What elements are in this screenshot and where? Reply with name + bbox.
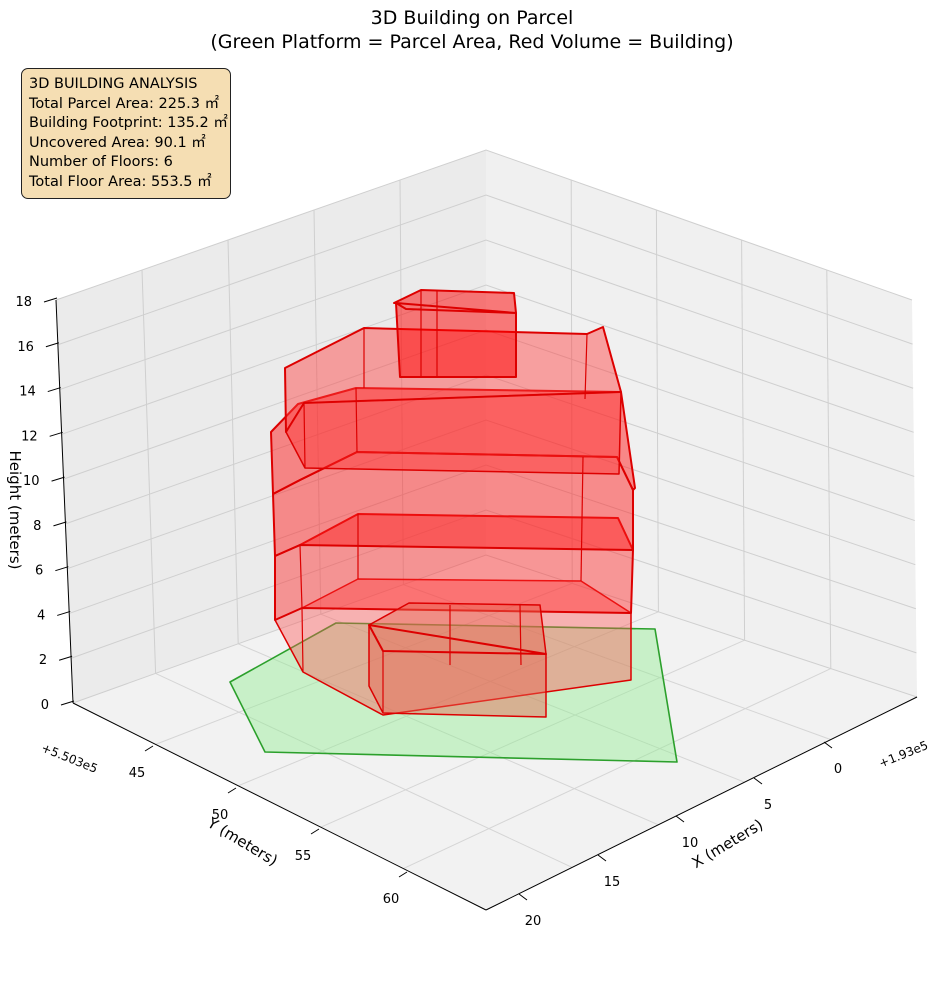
left-wall-pane [56, 150, 486, 703]
grid-line [70, 509, 917, 659]
grid-line [61, 284, 914, 435]
z-tick-label: 12 [21, 429, 38, 444]
x-tick-mark [675, 815, 685, 823]
z-tick-mark [49, 431, 63, 437]
floor-pane [73, 555, 917, 910]
z-tick-label: 16 [17, 340, 34, 355]
analysis-line: Number of Floors: 6 [29, 154, 173, 170]
tick-labels: 0 5 10 15 20 45 50 55 60 0 2 4 6 8 10 12 14 16 18 [15, 295, 842, 929]
z-tick-label: 8 [33, 519, 41, 534]
grid-line [655, 209, 659, 612]
z-tick-mark [45, 342, 60, 348]
y-tick-label: 50 [212, 808, 229, 823]
analysis-box: 3D BUILDING ANALYSIS Total Parcel Area: … [21, 68, 231, 199]
chart-subtitle: (Green Platform = Parcel Area, Red Volum… [210, 31, 734, 53]
z-axis-line [55, 299, 74, 704]
grid-line [403, 668, 832, 870]
x-tick-label: 15 [604, 875, 621, 890]
building-top-block [393, 289, 517, 378]
analysis-heading: 3D BUILDING ANALYSIS [29, 76, 198, 92]
z-tick-label: 2 [39, 653, 47, 668]
x-axis-line [485, 696, 918, 911]
x-tick-label: 0 [834, 762, 842, 777]
z-tick-label: 6 [35, 564, 43, 579]
x-tick-mark [753, 777, 763, 785]
building-edge [519, 604, 522, 666]
chart-title: 3D Building on Parcel (Green Platform = … [0, 6, 944, 54]
grid-line [570, 179, 573, 584]
grid-line [141, 269, 157, 674]
z-tick-label: 4 [37, 608, 45, 623]
x-tick-label: 10 [682, 836, 699, 851]
grid-line [320, 613, 745, 783]
z-tick-mark [58, 655, 73, 661]
z-tick-mark [53, 521, 67, 527]
grid-line [741, 239, 746, 641]
grid-line [57, 194, 913, 346]
grid-line [320, 639, 745, 828]
z-tick-mark [60, 700, 75, 706]
y-axis-line [72, 702, 487, 911]
x-tick-mark [518, 893, 528, 901]
grid-line [59, 239, 914, 391]
y-tick-label: 55 [295, 849, 312, 864]
grid-line [155, 672, 573, 868]
analysis-line: Uncovered Area: 90.1 ㎡ [29, 134, 206, 151]
y-tick-mark [227, 787, 237, 794]
x-axis-label: X (meters) [689, 815, 767, 871]
y-tick-mark [398, 871, 408, 878]
x-offset-label: +1.93e5 [877, 738, 930, 770]
building-edge [301, 607, 304, 673]
x-tick-label: 5 [764, 798, 772, 813]
parcel-platform [229, 622, 678, 763]
x-tick-label: 20 [525, 914, 542, 929]
analysis-line: Building Footprint: 135.2 ㎡ [29, 115, 228, 131]
building-volumes [229, 289, 678, 763]
grid-line [69, 464, 917, 614]
grid-line [227, 239, 239, 644]
z-tick-mark [55, 566, 69, 572]
building-edge [355, 387, 358, 453]
analysis-line: Total Floor Area: 553.5 ㎡ [29, 173, 212, 190]
building-edge [299, 544, 303, 609]
y-offset-label: +5.503e5 [39, 741, 99, 776]
y-tick-label: 45 [129, 766, 146, 781]
grid-line [399, 179, 404, 585]
building-edge [580, 456, 584, 582]
grid-line [826, 269, 832, 669]
y-axis-label: Y (meters) [203, 813, 280, 869]
z-tick-mark [57, 610, 71, 616]
building-front-edge [368, 624, 547, 655]
building-floor-4 [270, 387, 636, 495]
axis-panes [56, 150, 917, 910]
grid-line [55, 149, 913, 301]
building-edge [303, 402, 306, 469]
building-top-edge [395, 302, 517, 314]
z-tick-mark [47, 387, 61, 393]
axis-lines [55, 299, 918, 911]
z-tick-mark [51, 476, 65, 482]
z-tick-mark [43, 297, 58, 303]
y-tick-mark [144, 745, 154, 752]
z-tick-label: 0 [41, 698, 49, 713]
grid-line [238, 611, 659, 787]
grid-line [72, 554, 918, 704]
y-tick-label: 60 [383, 892, 400, 907]
x-tick-mark [597, 854, 607, 862]
analysis-line: Total Parcel Area: 225.3 ㎡ [29, 95, 220, 112]
building-floor-5-side [285, 391, 622, 475]
building-front-block [368, 602, 547, 718]
right-wall-pane [486, 150, 917, 697]
z-tick-label: 18 [15, 295, 32, 310]
z-tick-label: 14 [19, 385, 36, 400]
x-tick-mark [823, 741, 833, 749]
y-tick-mark [310, 828, 320, 835]
building-edge [584, 333, 588, 400]
chart-title-main: 3D Building on Parcel [370, 7, 574, 29]
grid-lines [55, 149, 918, 870]
z-axis-label: Height (meters) [6, 451, 24, 570]
z-tick-label: 10 [23, 474, 40, 489]
